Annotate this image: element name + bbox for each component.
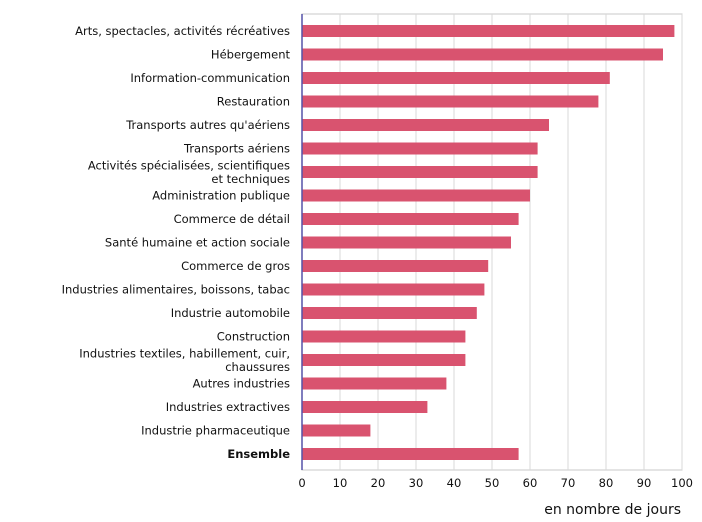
category-label: Construction [217, 330, 290, 344]
bar [302, 354, 466, 366]
category-label: Industries extractives [166, 400, 290, 414]
x-tick-label: 30 [409, 476, 424, 490]
x-tick-label: 40 [447, 476, 462, 490]
bar [302, 424, 371, 437]
bar [302, 401, 428, 413]
x-tick-label: 100 [671, 476, 693, 490]
category-label: Activités spécialisées, scientifiques [88, 158, 290, 172]
category-label: Industries alimentaires, boissons, tabac [62, 283, 290, 297]
category-label: Information-communication [130, 71, 290, 85]
category-label: Ensemble [227, 447, 290, 461]
x-tick-label: 90 [637, 476, 652, 490]
category-label: Arts, spectacles, activités récréatives [75, 24, 290, 38]
bar [302, 142, 538, 155]
bar [302, 236, 511, 249]
grid-lines [339, 14, 683, 470]
category-label: chaussures [225, 360, 290, 374]
bar [302, 330, 466, 343]
category-label: et techniques [211, 172, 290, 186]
bar [302, 166, 538, 178]
bar [302, 119, 549, 131]
bar [302, 189, 530, 202]
category-label: Commerce de gros [181, 259, 290, 273]
category-label: Santé humaine et action sociale [105, 236, 290, 250]
bar [302, 213, 519, 225]
bar [302, 260, 489, 272]
x-tick-label: 0 [298, 476, 305, 490]
category-label: Industries textiles, habillement, cuir, [79, 346, 290, 360]
category-label: Hébergement [211, 48, 291, 62]
bar [302, 283, 485, 296]
bars [302, 25, 675, 460]
x-axis-ticks: 0 10 20 30 40 50 60 70 80 90 100 [298, 476, 693, 490]
x-tick-label: 50 [485, 476, 500, 490]
category-label: Industrie pharmaceutique [141, 424, 290, 438]
category-label: Administration publique [152, 189, 290, 203]
bar [302, 448, 519, 460]
category-label: Commerce de détail [174, 212, 290, 226]
category-labels: Arts, spectacles, activités récréatives H… [62, 24, 291, 461]
bar [302, 72, 610, 84]
bar [302, 48, 663, 61]
category-label: Transports aériens [183, 142, 290, 156]
bar [302, 307, 477, 319]
category-label: Transports autres qu'aériens [125, 118, 290, 132]
x-tick-label: 60 [523, 476, 538, 490]
x-tick-label: 70 [561, 476, 576, 490]
bar [302, 377, 447, 390]
x-tick-label: 20 [371, 476, 386, 490]
x-tick-label: 10 [333, 476, 348, 490]
bar [302, 25, 675, 37]
bar [302, 95, 599, 108]
x-tick-label: 80 [599, 476, 614, 490]
x-axis-label: en nombre de jours [544, 502, 681, 518]
category-label: Industrie automobile [171, 306, 290, 320]
category-label: Restauration [217, 95, 290, 109]
category-label: Autres industries [193, 377, 290, 391]
